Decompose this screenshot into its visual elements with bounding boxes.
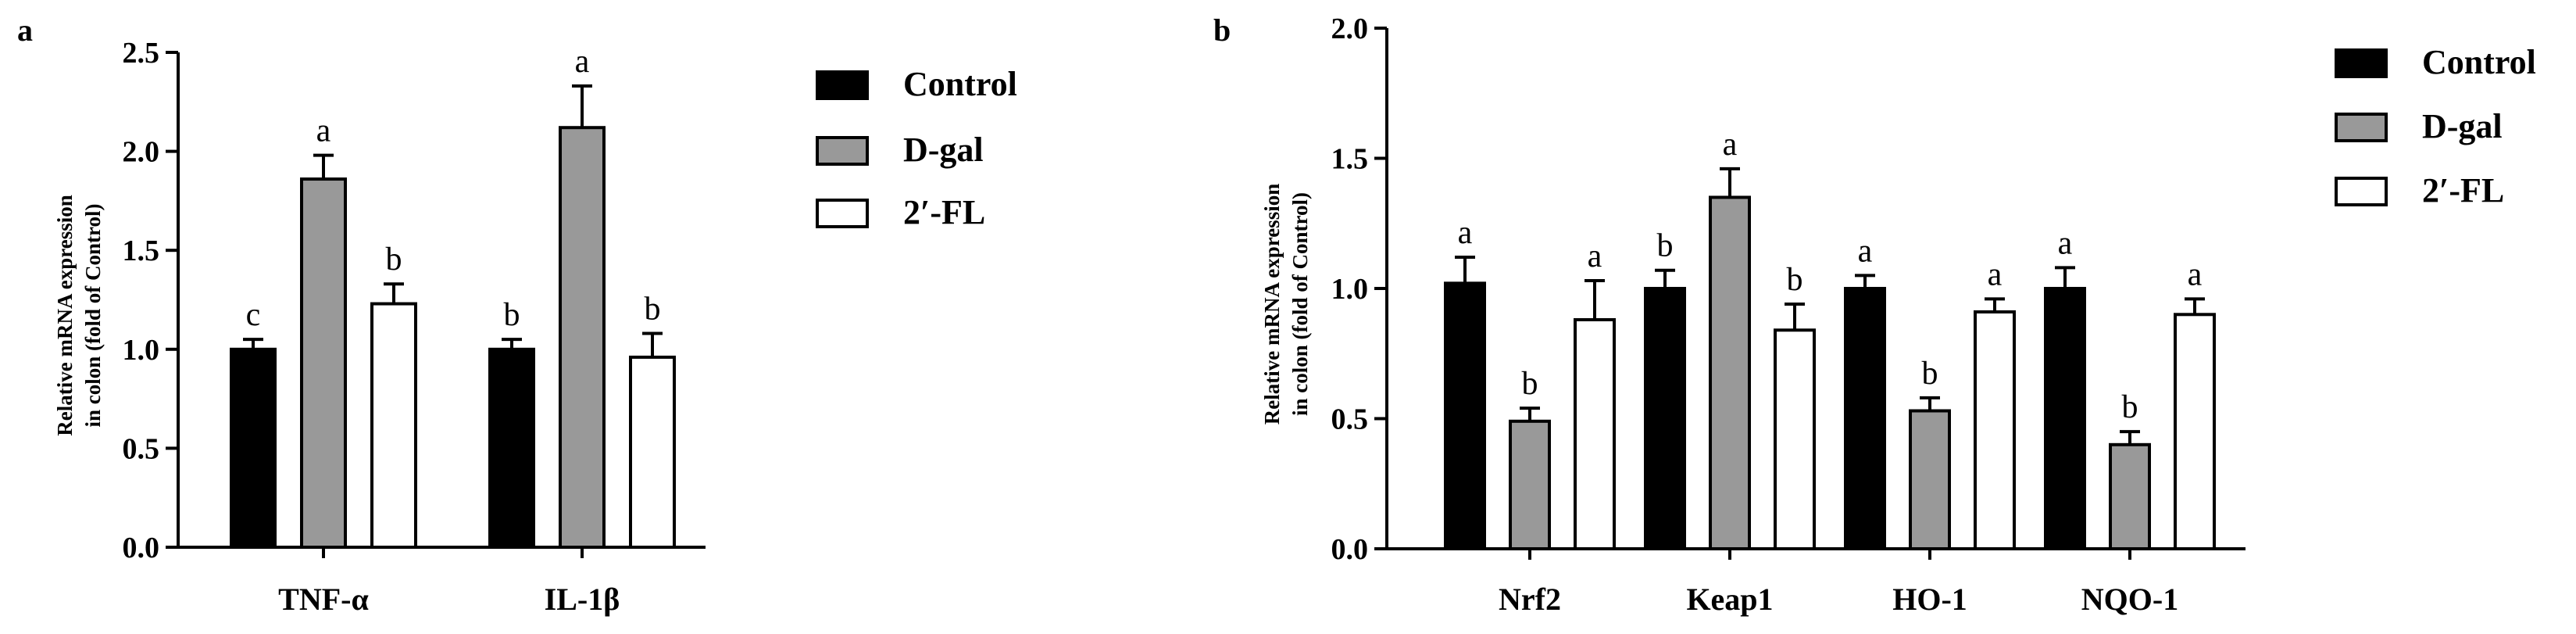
bar xyxy=(370,302,417,549)
y-tick-label: 1.0 xyxy=(1331,273,1369,306)
bar xyxy=(1444,281,1486,550)
y-tick-label: 0.5 xyxy=(1331,403,1369,436)
y-tick-label: 0.0 xyxy=(123,532,160,564)
significance-letter: b xyxy=(386,242,402,278)
y-tick-label: 2.0 xyxy=(1331,13,1369,45)
bar xyxy=(1774,328,1816,550)
x-tick-label: IL-1β xyxy=(545,582,620,617)
significance-letter: b xyxy=(504,297,520,333)
legend-swatch xyxy=(2335,177,2388,206)
legend: Control D-gal 2′-FL xyxy=(2335,43,2536,210)
x-tick-label: HO-1 xyxy=(1892,582,1967,617)
y-tick-label: 1.0 xyxy=(123,334,160,367)
significance-letter: a xyxy=(1858,233,1873,269)
significance-letter: b xyxy=(1787,262,1803,298)
y-axis-label: Relative mRNA expression xyxy=(53,195,77,435)
legend-label: 2′-FL xyxy=(903,193,985,231)
significance-letter: a xyxy=(1588,238,1602,274)
bar xyxy=(1509,419,1551,551)
panel-label: a xyxy=(17,13,33,48)
significance-letter: a xyxy=(316,113,331,149)
x-tick-label: NQO-1 xyxy=(2081,582,2178,617)
significance-letter: b xyxy=(2122,389,2138,425)
legend-label: D-gal xyxy=(2422,107,2503,145)
significance-letter: a xyxy=(1458,215,1473,251)
bar xyxy=(1644,287,1686,550)
bar xyxy=(1844,287,1886,550)
y-tick-label: 1.5 xyxy=(123,235,160,267)
legend-label: Control xyxy=(903,65,1017,103)
y-axis-label: in colon (fold of Control) xyxy=(1288,192,1312,416)
bar xyxy=(1909,409,1951,551)
y-axis-label: Relative mRNA expression xyxy=(1260,184,1284,424)
x-tick-label: TNF-α xyxy=(278,582,369,617)
bar xyxy=(1974,310,2016,550)
panel-label: b xyxy=(1213,13,1231,48)
legend-label: D-gal xyxy=(903,131,984,169)
legend-label: 2′-FL xyxy=(2422,171,2504,210)
significance-letter: a xyxy=(2058,225,2073,261)
bar xyxy=(2109,442,2151,550)
bar xyxy=(2174,313,2216,550)
significance-letter: a xyxy=(2188,256,2203,292)
bar xyxy=(1574,317,1616,550)
legend-swatch xyxy=(2335,48,2388,78)
y-axis-label: in colon (fold of Control) xyxy=(81,203,105,427)
significance-letter: b xyxy=(1522,366,1538,402)
y-tick-label: 2.5 xyxy=(123,37,160,70)
bar xyxy=(488,347,535,549)
y-tick-label: 1.5 xyxy=(1331,143,1369,176)
y-tick-label: 2.0 xyxy=(123,136,160,169)
significance-letter: b xyxy=(1922,356,1938,392)
bar xyxy=(1709,195,1751,550)
legend-swatch xyxy=(816,199,869,228)
bar xyxy=(300,177,347,549)
significance-letter: a xyxy=(575,44,590,80)
x-tick-label: Keap1 xyxy=(1686,582,1773,617)
significance-letter: c xyxy=(246,297,261,333)
y-tick-label: 0.5 xyxy=(123,432,160,465)
bar xyxy=(2044,287,2086,550)
legend-swatch xyxy=(2335,113,2388,142)
significance-letter: b xyxy=(645,292,661,328)
y-tick-label: 0.0 xyxy=(1331,533,1369,566)
legend: Control D-gal 2′-FL xyxy=(816,65,1017,231)
significance-letter: b xyxy=(1657,228,1674,264)
bar xyxy=(559,126,606,549)
panel-a: a 0.0 0.5 1.0 1.5 2.0 2.5 Relative mRNA express… xyxy=(17,13,1017,617)
legend-swatch xyxy=(816,136,869,166)
bar xyxy=(629,355,676,550)
bar xyxy=(230,347,277,549)
panel-b: b 0.0 0.5 1.0 1.5 2.0 Relative mRNA expression… xyxy=(1213,13,2536,617)
significance-letter: a xyxy=(1988,256,2003,292)
significance-letter: a xyxy=(1723,127,1738,163)
x-tick-label: Nrf2 xyxy=(1499,582,1561,617)
legend-label: Control xyxy=(2422,43,2536,81)
legend-swatch xyxy=(816,70,869,100)
